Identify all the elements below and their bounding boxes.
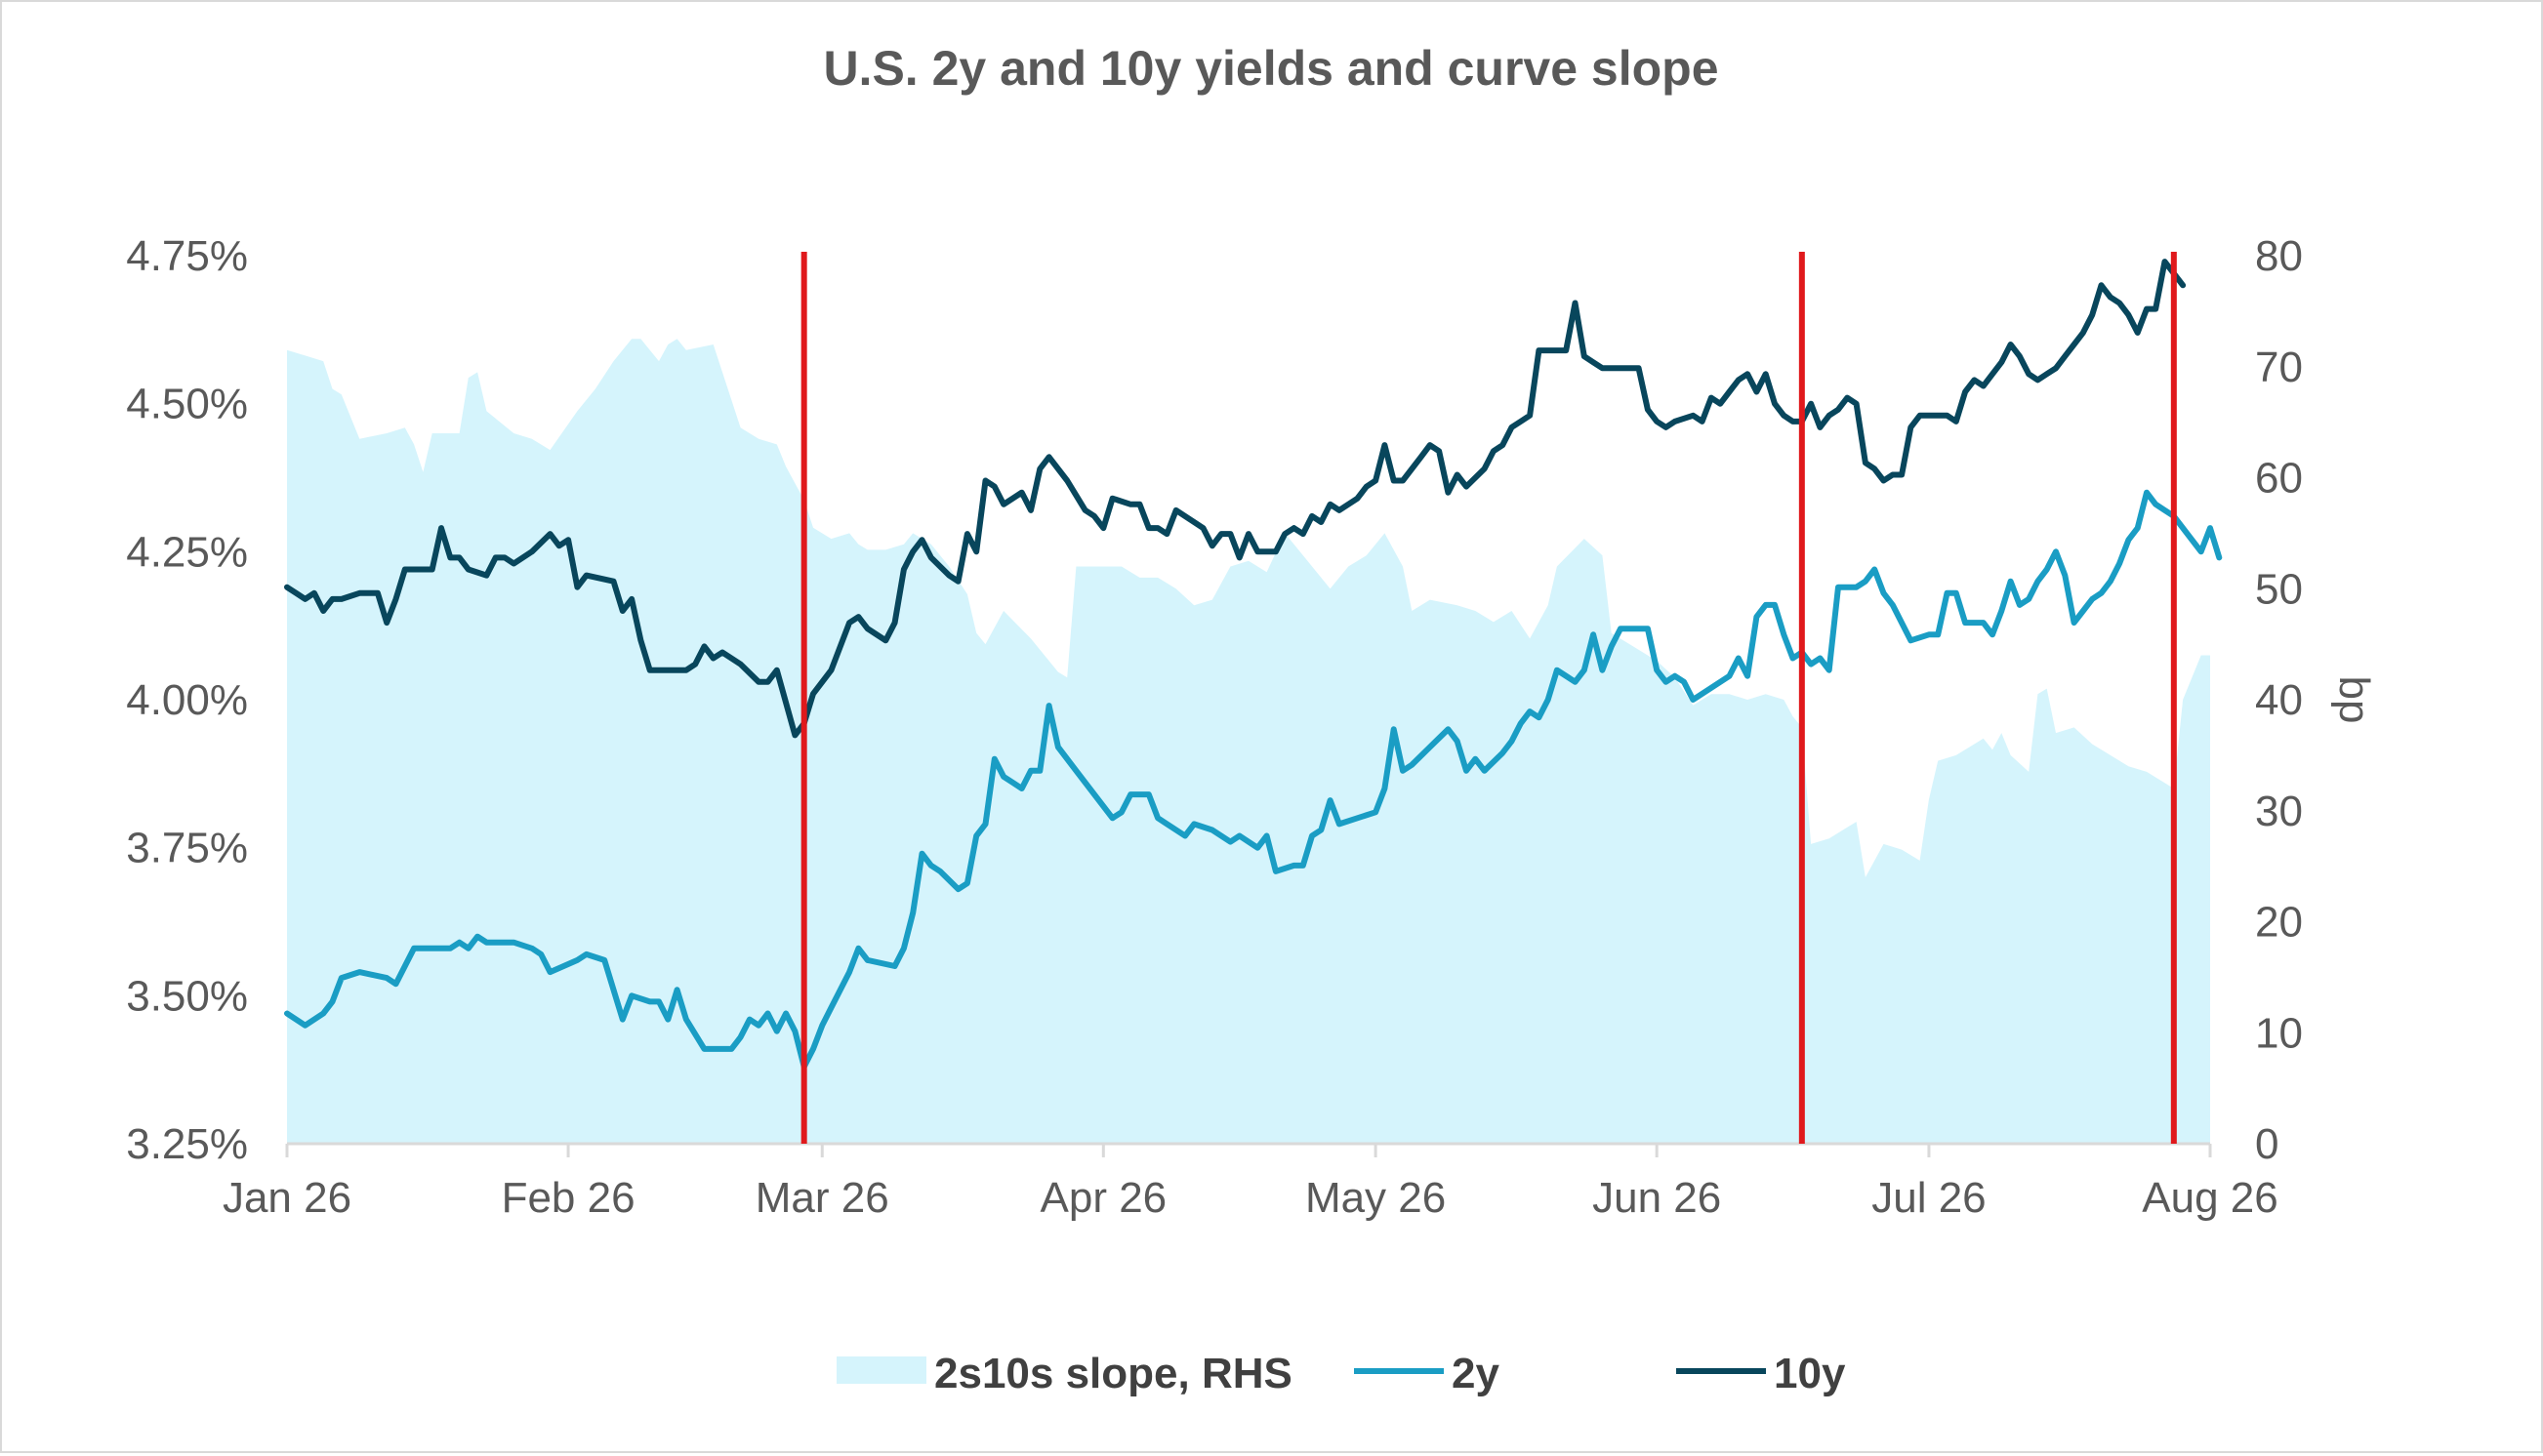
x-tick-label: Jun 26 bbox=[1592, 1174, 1721, 1222]
y-left-tick-label: 3.25% bbox=[126, 1120, 248, 1168]
series-line-10y bbox=[284, 259, 2187, 739]
slope-area-layer bbox=[287, 339, 2210, 1144]
chart-title: U.S. 2y and 10y yields and curve slope bbox=[823, 41, 1718, 96]
series-line-2y bbox=[284, 489, 2223, 1071]
y-left-tick-label: 4.00% bbox=[126, 676, 248, 724]
legend-label: 10y bbox=[1774, 1350, 1846, 1397]
right-axis-label: bp bbox=[2330, 676, 2378, 724]
x-tick-label: Mar 26 bbox=[756, 1174, 889, 1222]
series-area-slope bbox=[287, 339, 2210, 1144]
x-tick-label: Jan 26 bbox=[223, 1174, 351, 1222]
y-left-tick-label: 4.75% bbox=[126, 232, 248, 280]
x-tick-label: May 26 bbox=[1305, 1174, 1446, 1222]
y-right-tick-label: 20 bbox=[2255, 899, 2303, 947]
legend-label: 2s10s slope, RHS bbox=[934, 1350, 1292, 1397]
axis-layer: Jan 26 Feb 26 Mar 26 Apr 26 May 26 Jun 26 Jul … bbox=[126, 232, 2303, 1222]
x-tick-label: Feb 26 bbox=[502, 1174, 636, 1222]
legend-label: 2y bbox=[1452, 1350, 1499, 1397]
yield-lines-layer bbox=[284, 259, 2223, 1071]
event-markers-layer bbox=[800, 252, 2177, 1144]
y-left-tick-label: 4.50% bbox=[126, 381, 248, 428]
y-left-tick-label: 3.75% bbox=[126, 825, 248, 872]
x-tick-label: Jul 26 bbox=[1871, 1174, 1986, 1222]
y-right-tick-label: 0 bbox=[2255, 1120, 2278, 1168]
y-right-tick-label: 70 bbox=[2255, 344, 2303, 391]
y-right-tick-label: 40 bbox=[2255, 676, 2303, 724]
y-right-tick-label: 50 bbox=[2255, 565, 2303, 613]
x-tick-label: Apr 26 bbox=[1041, 1174, 1168, 1222]
y-left-tick-label: 3.50% bbox=[126, 972, 248, 1020]
x-tick-label: Aug 26 bbox=[2142, 1174, 2277, 1222]
y-right-tick-label: 80 bbox=[2255, 232, 2303, 280]
y-right-tick-label: 30 bbox=[2255, 788, 2303, 835]
y-left-tick-label: 4.25% bbox=[126, 528, 248, 576]
y-right-tick-label: 10 bbox=[2255, 1009, 2303, 1057]
legend: 2s10s slope, RHS 2y 10y bbox=[837, 1350, 1846, 1397]
y-right-tick-label: 60 bbox=[2255, 455, 2303, 503]
legend-swatch-area bbox=[837, 1356, 926, 1384]
